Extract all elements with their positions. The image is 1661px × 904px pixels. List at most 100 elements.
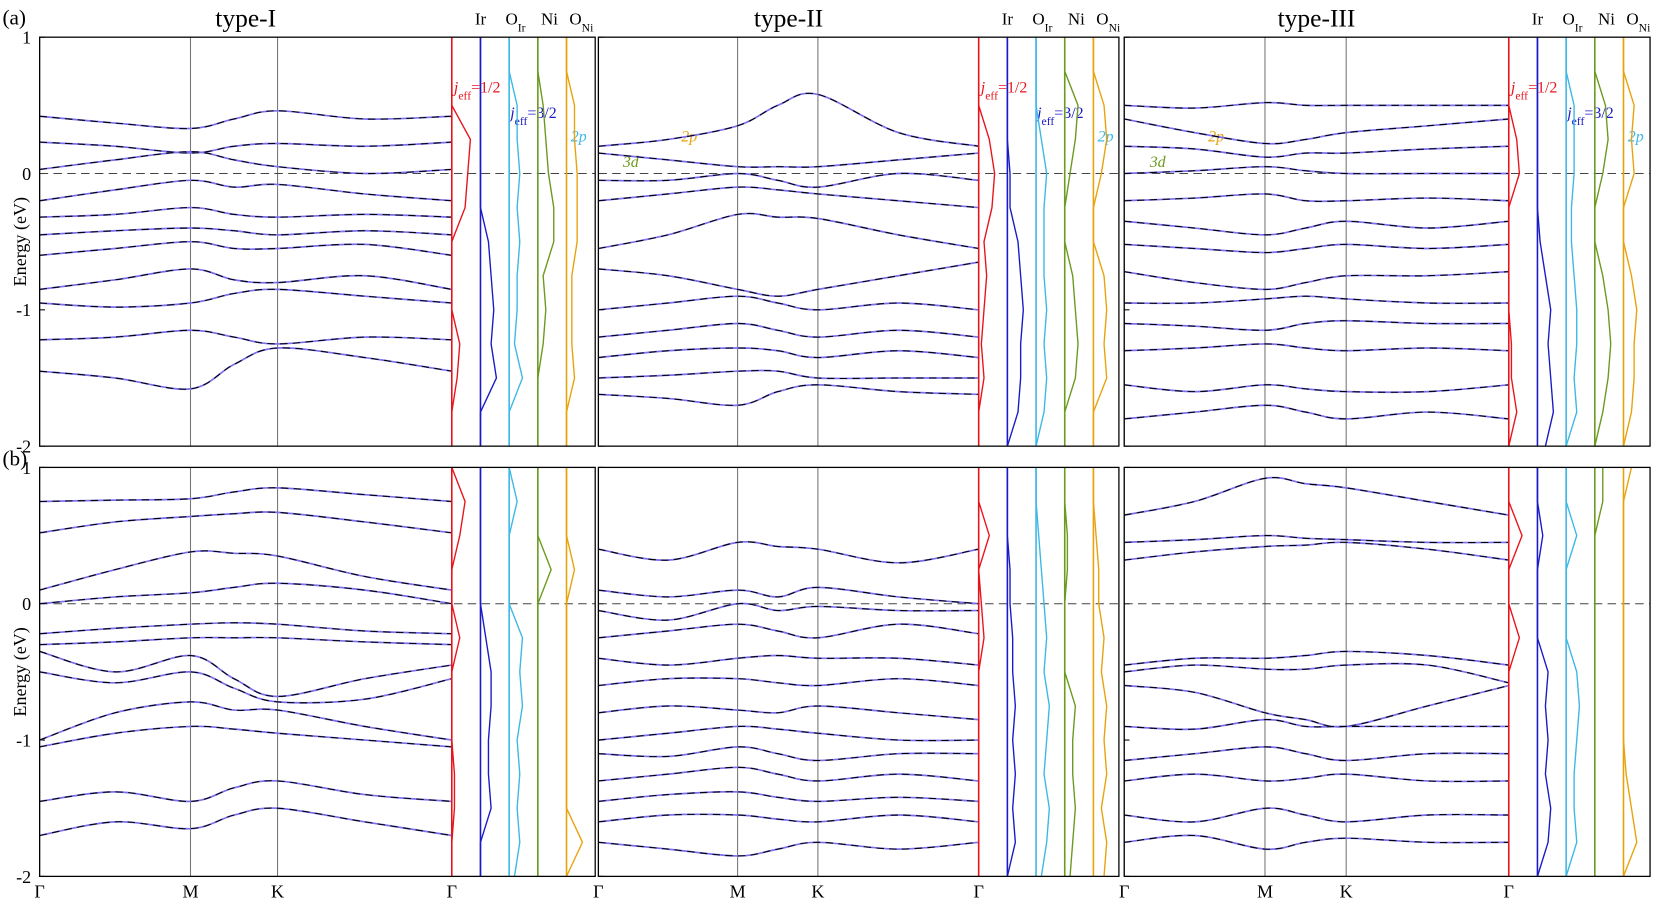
band-dash	[1124, 773, 1509, 782]
panel: Γ M K Γ 1 0 -1 -2 (b) Energy (eV)	[2, 446, 596, 902]
band	[1124, 718, 1509, 731]
band	[39, 725, 452, 748]
dos-curve	[451, 37, 472, 447]
header-text: O	[1096, 9, 1108, 28]
x-tick-label: Γ	[1119, 882, 1129, 902]
band-dash	[598, 322, 979, 338]
band	[1124, 773, 1509, 783]
dos-header: Ir	[475, 9, 487, 28]
band	[598, 92, 979, 148]
dos-header: OIr	[1032, 9, 1052, 34]
band-dash	[39, 141, 452, 154]
panel-frame	[38, 466, 596, 878]
band-dash	[598, 677, 979, 687]
annotation-part: d	[631, 154, 639, 171]
band-dash	[598, 746, 979, 762]
annotation-part: 2	[1098, 128, 1106, 145]
band-dash	[1124, 193, 1509, 202]
band	[1124, 343, 1509, 352]
band-dash	[39, 701, 452, 741]
y-tick-label: 0	[22, 164, 31, 184]
dos-curve	[565, 37, 578, 447]
band	[39, 141, 452, 154]
annotation-part: 2	[1208, 128, 1216, 145]
dos-curve	[451, 467, 466, 877]
band	[598, 725, 979, 742]
band-dash	[1124, 719, 1509, 730]
annotation-part: j	[1565, 105, 1572, 122]
band	[598, 295, 979, 311]
annotation-part: d	[1158, 154, 1166, 171]
band	[598, 322, 979, 338]
band	[39, 650, 452, 698]
band-dash	[39, 207, 452, 218]
panel-frame	[1123, 36, 1651, 447]
header-text: Ni	[541, 9, 558, 28]
band	[39, 109, 452, 130]
band	[39, 240, 452, 257]
band	[598, 623, 979, 639]
annotation-part: j	[452, 79, 459, 96]
x-tick-label: M	[1257, 882, 1273, 902]
band	[1124, 295, 1509, 305]
annotation-part: p	[1635, 128, 1644, 145]
band-dash	[598, 261, 979, 297]
dos-header: ONi	[1626, 9, 1651, 34]
band	[39, 329, 452, 345]
band	[39, 268, 452, 291]
panel-title: type-I	[215, 4, 276, 33]
annotation-part: p	[688, 128, 697, 145]
dos-curve	[1092, 37, 1108, 447]
band-dash	[598, 186, 979, 209]
band	[598, 790, 979, 803]
header-sub: Ni	[1109, 21, 1121, 34]
band	[1124, 650, 1509, 666]
header-sub: Ir	[518, 21, 526, 34]
y-tick-label: 1	[22, 28, 31, 48]
band-dash	[1124, 384, 1509, 393]
band-dash	[598, 725, 979, 742]
band-dash	[1124, 220, 1509, 236]
dos-header: Ni	[1068, 9, 1085, 28]
band-dash	[39, 725, 452, 748]
x-tick-label: Γ	[34, 882, 44, 902]
band	[598, 369, 979, 380]
band	[598, 212, 979, 250]
annotation-part: 3	[622, 154, 631, 171]
x-tick-label: K	[811, 882, 824, 902]
annotation-part: eff	[515, 114, 528, 127]
dos-header: Ir	[1002, 9, 1014, 28]
y-axis-label: Energy (eV)	[10, 197, 31, 286]
band-dash	[39, 151, 452, 175]
dos-curve	[1622, 37, 1638, 447]
header-text: O	[1626, 9, 1638, 28]
dos-curve	[977, 37, 996, 447]
dos-header: ONi	[569, 9, 594, 34]
band	[39, 636, 452, 646]
band-dash	[598, 347, 979, 359]
dos-curve	[565, 467, 584, 877]
header-text: O	[1562, 9, 1574, 28]
band-dash	[39, 347, 452, 390]
band-dash	[598, 295, 979, 311]
dos-annotation: 2p	[1098, 128, 1114, 145]
band	[39, 511, 452, 534]
dos-curve	[1565, 467, 1581, 877]
band-dash	[598, 586, 979, 605]
band	[1124, 193, 1509, 203]
band-dash	[39, 268, 452, 290]
band	[598, 586, 979, 605]
dos-annotation: 3d	[1149, 154, 1166, 171]
band-dash	[598, 623, 979, 639]
band	[1124, 746, 1509, 762]
band	[39, 150, 452, 175]
annotation-part: j	[508, 105, 515, 122]
y-tick-label: -1	[16, 300, 31, 320]
dos-curve	[479, 467, 492, 877]
dos-curve	[1565, 37, 1578, 447]
dos-curve	[1508, 467, 1523, 877]
band-dash	[598, 813, 979, 823]
annotation-part: j	[1509, 79, 1516, 96]
dos-curve	[1508, 37, 1521, 447]
